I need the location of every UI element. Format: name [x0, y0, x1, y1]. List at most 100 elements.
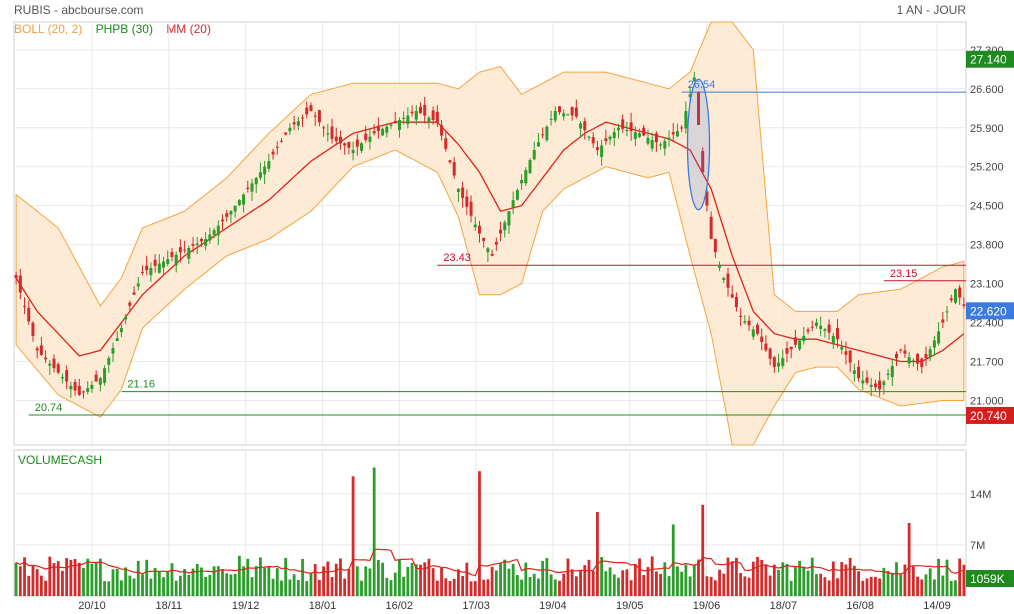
volume-bar [928, 568, 932, 596]
candle-body [410, 111, 414, 114]
candle-body [103, 368, 107, 383]
candle-body [473, 224, 477, 228]
volume-bar [878, 578, 882, 596]
volume-bar [895, 562, 898, 596]
volume-bar [18, 566, 22, 596]
volume-bar [638, 558, 641, 596]
volume-bar [886, 570, 890, 596]
volume-bar [650, 556, 654, 596]
volume-bar [465, 562, 469, 596]
volume-bar [857, 571, 860, 596]
level-label: 23.43 [443, 252, 471, 264]
moving-average-line [15, 121, 965, 363]
volume-bar [149, 578, 153, 596]
volume-bar [237, 555, 241, 596]
volume-bar [621, 570, 625, 596]
volume-bar [503, 559, 507, 596]
candle-body [376, 125, 380, 132]
candle-body [600, 145, 604, 157]
candle-body [469, 201, 473, 216]
candle-body [271, 151, 275, 155]
candle-body [937, 331, 941, 344]
candle-body [772, 357, 776, 368]
volume-bar [478, 471, 481, 596]
candle-body [301, 117, 305, 119]
price-tag-label: 22.620 [970, 304, 1007, 318]
volume-bar [73, 559, 77, 596]
legend-boll[interactable]: BOLL (20, 2) [14, 22, 83, 36]
volume-bar [789, 580, 793, 596]
candle-body [90, 384, 94, 389]
volume-bar [579, 570, 582, 596]
volume-bar [486, 579, 490, 596]
candle-body [187, 247, 191, 259]
volume-bar [35, 569, 39, 596]
volume-bar [233, 573, 237, 596]
volume-bar [435, 580, 439, 596]
candle-body [718, 265, 722, 268]
candle-body [890, 365, 894, 377]
volume-bar [27, 575, 31, 596]
candle-body [722, 278, 726, 280]
candle-body [73, 382, 77, 391]
candle-body [541, 134, 545, 136]
level-label: 20.74 [35, 402, 63, 414]
volume-bar [23, 557, 26, 596]
candle-body [35, 348, 39, 351]
candle-body [317, 110, 321, 123]
volume-bar [798, 560, 802, 596]
volume-bar [94, 561, 98, 596]
candle-body [456, 188, 460, 192]
volume-bar [347, 569, 351, 596]
volume-bar [381, 562, 384, 596]
candle-body [823, 329, 827, 331]
volume-bar [823, 577, 827, 596]
volume-bar [697, 559, 700, 596]
volume-bar [204, 576, 208, 596]
volume-bar [777, 569, 780, 596]
volume-bar [406, 566, 410, 596]
volume-bar [191, 568, 195, 596]
volume-bar [166, 571, 170, 596]
volume-bar [562, 573, 566, 596]
candle-body [755, 324, 759, 334]
candle-body [60, 377, 64, 379]
volume-bar [44, 580, 47, 596]
volume-bar [280, 580, 283, 596]
volume-bar [861, 580, 865, 596]
volume-bar [793, 566, 797, 596]
candle-body [793, 337, 797, 345]
volume-bar [267, 566, 271, 596]
candle-body [364, 133, 368, 140]
volume-bar [831, 561, 835, 596]
candle-body [288, 127, 292, 132]
volume-bar [844, 564, 848, 596]
volume-bar [309, 573, 313, 596]
volume-bar [393, 572, 397, 596]
candle-body [667, 137, 671, 140]
candle-body [435, 111, 439, 123]
volume-bar [317, 579, 321, 596]
candle-body [292, 122, 296, 125]
volume-bar [852, 565, 856, 596]
candle-body [18, 275, 22, 293]
candle-body [524, 170, 528, 184]
volume-bar [402, 576, 406, 596]
candle-body [124, 316, 128, 320]
legend-mm[interactable]: MM (20) [166, 22, 211, 36]
candle-body [810, 326, 814, 328]
candle-body [204, 239, 208, 246]
candle-body [279, 140, 283, 142]
volume-bar [389, 580, 393, 596]
volume-bar [903, 564, 907, 596]
candle-body [789, 346, 793, 350]
candle-body [886, 373, 890, 375]
candle-body [338, 136, 342, 144]
date-tick-label: 14/09 [923, 600, 951, 612]
candle-body [132, 292, 136, 295]
legend-phpb[interactable]: PHPB (30) [95, 22, 153, 36]
volume-bar [128, 575, 132, 596]
volume-bar [840, 562, 844, 596]
volume-bar [920, 579, 924, 596]
